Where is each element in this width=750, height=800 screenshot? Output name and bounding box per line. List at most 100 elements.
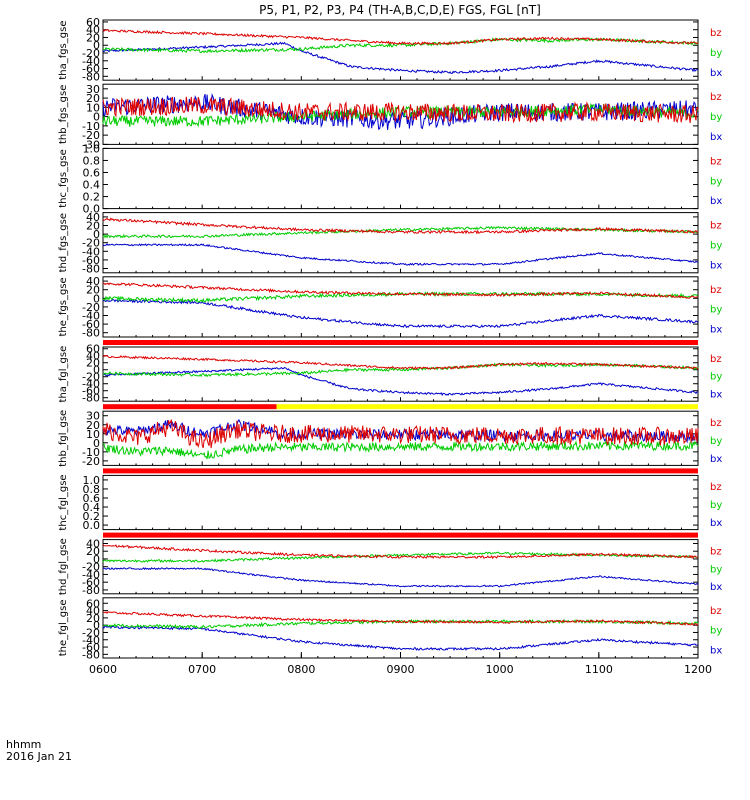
series-bx-line	[102, 625, 699, 651]
series-bx-line	[102, 41, 699, 75]
y-axis-label: thb_fgs_gse	[58, 85, 69, 144]
flag-bar-red	[103, 532, 698, 538]
y-tick-label: 0.6	[83, 166, 101, 179]
x-tick-label: 0700	[188, 663, 216, 676]
y-tick-label: -40	[82, 55, 100, 68]
y-tick-label: 40	[86, 350, 100, 363]
y-tick-label: 20	[86, 284, 100, 297]
flag-bar-red	[103, 340, 698, 345]
legend-bz: bz	[710, 285, 722, 296]
panel-frame	[102, 474, 699, 531]
y-axis-label: the_fgs_gse	[58, 277, 69, 336]
legend-bz: bz	[710, 221, 722, 232]
y-tick-label: -60	[82, 254, 100, 267]
y-tick-label: -20	[82, 47, 100, 60]
legend-bx: bx	[710, 454, 722, 465]
legend-by: by	[710, 626, 722, 637]
x-tick-label: 0900	[387, 663, 415, 676]
y-tick-label: 20	[86, 545, 100, 558]
y-tick-label: 0	[93, 364, 100, 377]
y-tick-label: 0	[93, 437, 100, 450]
panel-frame	[102, 539, 699, 595]
y-tick-label: 0.6	[83, 492, 101, 505]
y-tick-label: 20	[86, 419, 100, 432]
x-tick-label: 0800	[287, 663, 315, 676]
time-axis: 0600 0700 0800 0900 1000 1100 1200	[89, 652, 712, 676]
y-axis-label: thb_fgl_gse	[58, 410, 69, 467]
y-axis-label: thd_fgs_gse	[58, 213, 69, 272]
x-tick-label: 1100	[585, 663, 613, 676]
legend-bz: bz	[710, 546, 722, 557]
flag-bar-yellow	[276, 404, 698, 410]
y-tick-label: 20	[86, 612, 100, 625]
legend-bz: bz	[710, 354, 722, 365]
y-tick-label: 0.2	[83, 510, 101, 523]
y-tick-label: -40	[82, 568, 100, 581]
y-tick-label: 0	[93, 39, 100, 52]
y-tick-label: -20	[82, 626, 100, 639]
series-bx-line	[102, 93, 699, 130]
legend-bx: bx	[710, 196, 722, 207]
legend-bx: bx	[710, 325, 722, 336]
y-tick-label: 40	[86, 24, 100, 37]
y-tick-label: -80	[82, 648, 100, 661]
legend-bz: bz	[710, 482, 722, 493]
y-tick-label: -80	[82, 263, 100, 276]
y-tick-label: 0.0	[83, 203, 101, 216]
legend-bx: bx	[710, 518, 722, 529]
y-tick-label: 30	[86, 410, 100, 423]
plot-title: P5, P1, P2, P3, P4 (TH-A,B,C,D,E) FGS, F…	[259, 3, 541, 17]
series-bx-line	[102, 243, 699, 266]
y-tick-label: -80	[82, 70, 100, 83]
series-bz-line	[102, 611, 699, 627]
y-tick-label: -10	[82, 446, 100, 459]
y-tick-label: -40	[82, 634, 100, 647]
series-bz-line	[102, 419, 699, 449]
y-tick-label: -40	[82, 245, 100, 258]
y-tick-label: 0	[93, 619, 100, 632]
y-tick-label: -20	[82, 237, 100, 250]
y-tick-label: -40	[82, 310, 100, 323]
y-axis-label: tha_fgl_gse	[58, 346, 69, 403]
y-tick-label: 0.0	[83, 519, 101, 532]
y-tick-label: 20	[86, 92, 100, 105]
y-tick-label: -60	[82, 385, 100, 398]
y-tick-label: -60	[82, 318, 100, 331]
date-label: 2016 Jan 21	[6, 750, 72, 763]
y-tick-label: 30	[86, 83, 100, 96]
y-tick-label: -20	[82, 371, 100, 384]
series-bz-line	[102, 217, 699, 235]
series-bz-line	[102, 29, 699, 46]
y-tick-label: 0	[93, 292, 100, 305]
y-axis-label: thc_fgl_gse	[58, 474, 69, 530]
y-tick-label: 40	[86, 275, 100, 288]
y-tick-label: 0.4	[83, 179, 101, 192]
y-tick-label: -20	[82, 129, 100, 142]
panel-frame	[102, 410, 699, 466]
panel-frame	[102, 147, 699, 210]
y-axis-label: tha_fgs_gse	[58, 21, 69, 80]
flag-bar-red	[103, 468, 698, 474]
y-tick-label: 0	[93, 111, 100, 124]
x-tick-label: 1200	[684, 663, 712, 676]
legend-bz: bz	[710, 606, 722, 617]
y-tick-label: -80	[82, 392, 100, 405]
y-axis-label: the_fgl_gse	[58, 600, 69, 657]
legend-bz: bz	[710, 418, 722, 429]
series-bx-line	[102, 567, 699, 588]
legend-bz: bz	[710, 156, 722, 167]
y-tick-label: 40	[86, 605, 100, 618]
series-bz-line	[102, 282, 699, 299]
legend-by: by	[710, 112, 722, 123]
y-tick-label: -60	[82, 63, 100, 76]
y-axis-label: thc_fgs_gse	[58, 149, 69, 208]
legend-bx: bx	[710, 68, 722, 79]
y-tick-label: -20	[82, 301, 100, 314]
series-bz-line	[102, 96, 699, 124]
legend-by: by	[710, 176, 722, 187]
